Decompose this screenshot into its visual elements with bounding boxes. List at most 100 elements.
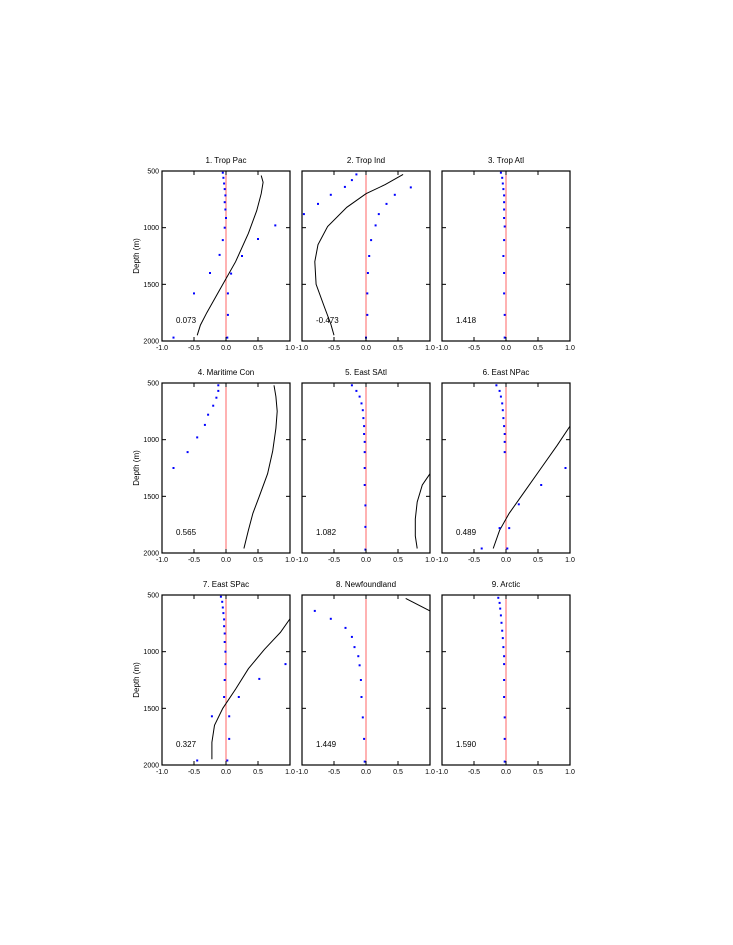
data-point (517, 503, 520, 506)
data-point (226, 292, 229, 295)
data-point (223, 226, 226, 229)
data-point (358, 395, 361, 398)
x-tick-label: -1.0 (156, 769, 168, 776)
y-tick-label: 2000 (143, 339, 159, 346)
panel-title: 7. East SPac (203, 580, 249, 589)
data-point (501, 629, 504, 632)
data-point (223, 632, 226, 635)
x-tick-label: 0.0 (501, 769, 511, 776)
x-tick-label: 1.0 (565, 769, 575, 776)
y-axis-label: Depth (m) (132, 450, 141, 486)
data-point (361, 409, 364, 412)
data-point (353, 646, 356, 649)
x-tick-label: 0.5 (393, 557, 403, 564)
data-point (364, 525, 367, 528)
data-point (503, 663, 506, 666)
data-point (222, 612, 225, 615)
data-point (501, 176, 504, 179)
y-tick-label: 1000 (143, 437, 159, 444)
data-point (196, 759, 199, 762)
panel-2: 2. Trop Ind -1.0 -0.5 0.0 0.5 1.0 -0.473 (296, 156, 435, 352)
data-point (364, 504, 367, 507)
data-point (502, 255, 505, 257)
data-point (172, 467, 175, 469)
x-tick-label: 1.0 (285, 345, 295, 352)
x-tick-label: 0.5 (393, 769, 403, 776)
data-point (207, 413, 210, 416)
data-point (223, 696, 226, 698)
data-point (223, 625, 226, 628)
y-tick-label: 2000 (143, 763, 159, 770)
data-point (284, 663, 287, 666)
data-point (226, 759, 229, 762)
data-point (223, 188, 226, 191)
data-point (503, 737, 506, 740)
data-point (209, 272, 211, 274)
panel-annotation: 0.489 (456, 528, 477, 537)
panel-4: 4. Maritime Con -1.0 -0.5 0.0 0.5 1.0 500 1000 1… (132, 368, 295, 564)
data-point (497, 596, 500, 599)
data-point (329, 617, 332, 620)
x-tick-label: -1.0 (436, 345, 448, 352)
x-tick-label: 0.0 (361, 345, 371, 352)
data-point (502, 188, 505, 191)
data-point (502, 417, 505, 420)
data-point (364, 548, 367, 551)
data-point (223, 641, 226, 643)
profile-curve (196, 175, 264, 336)
data-point (501, 182, 504, 185)
data-point (224, 663, 227, 666)
panel-annotation: 1.449 (316, 740, 337, 749)
panel-title: 9. Arctic (492, 580, 520, 589)
data-point (500, 621, 503, 624)
data-point (393, 193, 396, 196)
data-point (499, 614, 502, 617)
x-tick-label: -1.0 (156, 557, 168, 564)
data-point (363, 440, 366, 443)
panel-title: 4. Maritime Con (198, 368, 254, 377)
data-point (499, 395, 502, 398)
x-tick-label: -0.5 (328, 557, 340, 564)
panel-annotation: 0.565 (176, 528, 197, 537)
data-point (374, 224, 377, 227)
data-point (503, 696, 506, 698)
data-point (217, 384, 220, 387)
data-point (230, 272, 233, 275)
x-tick-label: 0.5 (533, 769, 543, 776)
data-point (495, 384, 498, 387)
y-tick-label: 1000 (143, 649, 159, 656)
data-point (503, 679, 506, 681)
y-tick-label: 500 (147, 381, 159, 388)
data-point (221, 600, 224, 603)
x-tick-label: -0.5 (468, 769, 480, 776)
data-point (363, 737, 366, 740)
data-point (219, 595, 222, 598)
data-point (226, 313, 229, 316)
data-point (363, 467, 366, 469)
x-tick-label: 0.0 (221, 769, 231, 776)
data-point (503, 194, 506, 197)
data-point (225, 217, 227, 219)
data-point (503, 292, 506, 295)
x-tick-label: -0.5 (188, 557, 200, 564)
data-point (363, 425, 366, 428)
data-point (313, 609, 316, 612)
data-point (223, 201, 226, 204)
data-point (355, 173, 358, 176)
data-point (366, 313, 369, 316)
data-point (223, 182, 226, 185)
data-point (237, 696, 240, 698)
profile-curve (405, 597, 430, 612)
data-point (228, 737, 231, 740)
x-tick-label: 0.5 (253, 557, 263, 564)
panel-annotation: -0.473 (316, 316, 339, 325)
x-tick-label: -1.0 (296, 557, 308, 564)
data-point (357, 655, 360, 658)
panel-9: 9. Arctic -1.0 -0.5 0.0 0.5 1.0 1.590 (436, 580, 575, 776)
data-point (360, 402, 363, 405)
data-point (370, 239, 373, 242)
data-point (317, 202, 319, 205)
data-point (503, 451, 506, 454)
data-point (409, 186, 412, 189)
